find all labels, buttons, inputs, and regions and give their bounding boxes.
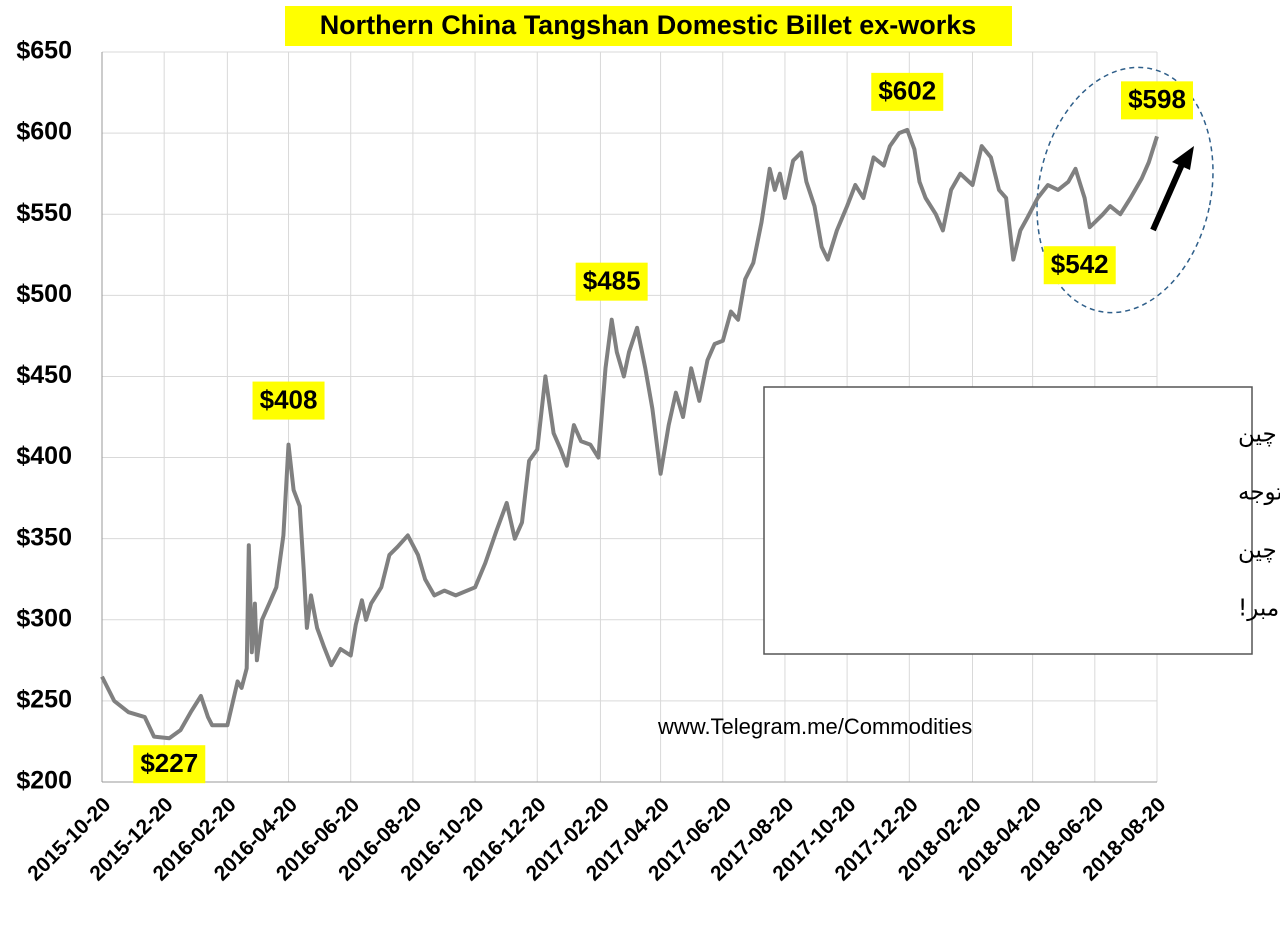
annotation-background — [1121, 81, 1193, 120]
y-tick-label: $500 — [16, 280, 72, 308]
y-tick-label: $600 — [16, 118, 72, 146]
annotation-background — [1043, 246, 1116, 285]
annotation-background — [575, 262, 648, 301]
annotation-label: $602 — [878, 76, 936, 106]
line — [100, 127, 1159, 741]
annotation-label: $227 — [140, 748, 198, 778]
y-tick-label: $250 — [16, 685, 72, 713]
annotation-background — [252, 381, 325, 420]
annotation-label: $485 — [583, 266, 641, 296]
source: www.Telegram.me/Commodities — [657, 714, 972, 739]
annotation-label: $598 — [1128, 84, 1186, 114]
annotation-background — [871, 72, 944, 111]
note-box — [763, 386, 1253, 655]
annotation-label: $542 — [1051, 249, 1109, 279]
note-line: به احتمال شروع فصل کاهش تولید چین — [1238, 538, 1280, 564]
y-tick-label: $300 — [16, 604, 72, 632]
note-line: به محدوده رکورد تاریخی خود ... با توجه — [1238, 480, 1280, 506]
y-tick-label: $200 — [16, 767, 72, 795]
y-tick-label: $550 — [16, 199, 72, 227]
y-tick-label: $400 — [16, 442, 72, 470]
y-tick-label: $350 — [16, 523, 72, 551]
note-line: از ۱۰ روز دیگر (سپتامبر) بجای نوامبر! — [1238, 595, 1280, 622]
annotation-label: $408 — [260, 384, 318, 414]
y-tick-label: $650 — [16, 37, 72, 65]
annotation-background — [133, 745, 206, 784]
y-tick-label: $450 — [16, 361, 72, 389]
note-line: جهش مطلوب شاخص بیلت تانگشان چین — [1238, 421, 1280, 448]
chart-title: Northern China Tangshan Domestic Billet … — [320, 10, 977, 40]
title-background — [285, 6, 1012, 46]
arrow — [1150, 160, 1186, 232]
arrowhead — [1172, 146, 1194, 170]
